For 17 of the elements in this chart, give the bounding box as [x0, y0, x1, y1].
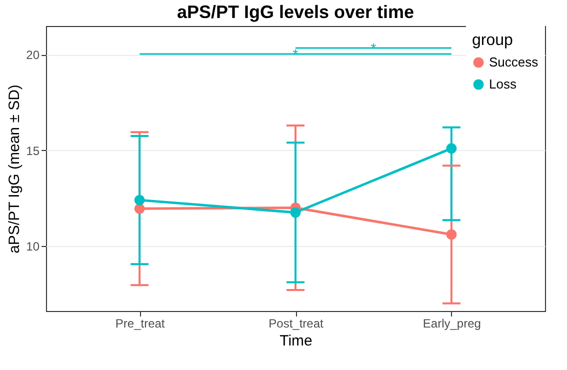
- x-tick-label: Pre_treat: [115, 316, 166, 330]
- point: [290, 207, 301, 218]
- point: [446, 143, 457, 154]
- chart-title: aPS/PT IgG levels over time: [176, 2, 414, 22]
- point: [134, 203, 145, 214]
- legend-label: Success: [489, 54, 539, 70]
- legend-title: group: [472, 32, 514, 49]
- y-axis-title: aPS/PT IgG (mean ± SD): [6, 84, 24, 254]
- x-axis-title: Time: [280, 332, 312, 350]
- y-tick-label: 20: [26, 48, 40, 62]
- y-tick-label: 15: [26, 144, 40, 158]
- legend-label: Loss: [489, 76, 517, 92]
- x-tick-label: Early_preg: [422, 316, 481, 330]
- point: [134, 194, 145, 206]
- y-tick-label: 10: [26, 239, 40, 254]
- x-tick-label: Post_treat: [268, 316, 324, 330]
- point: [446, 229, 457, 240]
